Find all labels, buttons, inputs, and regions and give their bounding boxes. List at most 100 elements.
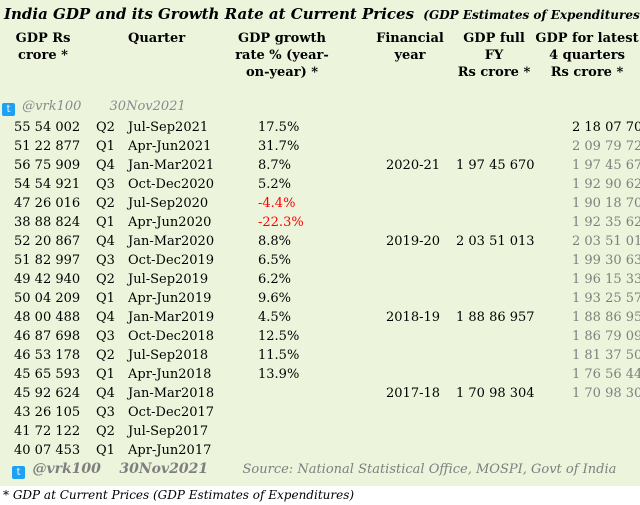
cell-latest-4q: 2 03 51 013	[572, 234, 640, 249]
footer-date: 30Nov2021	[119, 461, 209, 477]
cell-gdp: 56 75 909	[14, 158, 81, 173]
cell-growth: 8.8%	[258, 234, 292, 249]
cell-gdp: 43 26 105	[14, 405, 81, 420]
cell-period: Apr-Jun2021	[128, 139, 212, 154]
header-gdp-full-line2: FY	[484, 48, 504, 63]
cell-financial-year: 2020-21	[386, 158, 441, 173]
table-row: 49 42 940 Q2 Jul-Sep2019 6.2% 1 96 15 335	[0, 270, 640, 289]
header-financial-year: Financial year	[372, 30, 448, 64]
footer-source: Source: National Statistical Office, MOS…	[242, 462, 617, 477]
cell-financial-year: 2019-20	[386, 234, 441, 249]
cell-gdp: 38 88 824	[14, 215, 81, 230]
cell-latest-4q: 1 92 35 628	[572, 215, 640, 230]
cell-gdp: 51 22 877	[14, 139, 81, 154]
header-gdp: GDP Rs crore *	[10, 30, 76, 64]
cell-period: Jul-Sep2018	[128, 348, 209, 363]
cell-quarter-code: Q2	[96, 348, 115, 363]
header-fy-line1: Financial	[376, 31, 444, 46]
table-row: 56 75 909 Q4 Jan-Mar2021 8.7% 2020-21 1 97 45…	[0, 156, 640, 175]
cell-growth: 8.7%	[258, 158, 292, 173]
cell-gdp: 40 07 453	[14, 443, 81, 458]
twitter-icon: t	[2, 103, 15, 116]
table-row: 46 53 178 Q2 Jul-Sep2018 11.5% 1 81 37 500	[0, 346, 640, 365]
cell-latest-4q: 2 18 07 709	[572, 120, 640, 135]
cell-gdp: 52 20 867	[14, 234, 81, 249]
cell-gdp: 47 26 016	[14, 196, 81, 211]
cell-growth: 12.5%	[258, 329, 300, 344]
cell-growth: 5.2%	[258, 177, 292, 192]
table-row: 40 07 453 Q1 Apr-Jun2017	[0, 441, 640, 460]
cell-growth: 6.2%	[258, 272, 292, 287]
cell-quarter-code: Q1	[96, 291, 115, 306]
cell-quarter-code: Q3	[96, 329, 115, 344]
cell-latest-4q: 1 92 90 628	[572, 177, 640, 192]
cell-growth: -22.3%	[258, 215, 304, 230]
cell-period: Apr-Jun2020	[128, 215, 212, 230]
cell-quarter-code: Q4	[96, 234, 115, 249]
table-row: 45 65 593 Q1 Apr-Jun2018 13.9% 1 76 56 444	[0, 365, 640, 384]
cell-period: Oct-Dec2020	[128, 177, 215, 192]
cell-period: Oct-Dec2019	[128, 253, 215, 268]
cell-quarter-code: Q4	[96, 158, 115, 173]
header-gdp-full-line3: Rs crore *	[457, 65, 531, 80]
header-growth-line2: rate % (year-	[235, 48, 329, 63]
cell-period: Apr-Jun2018	[128, 367, 212, 382]
cell-gdp: 55 54 002	[14, 120, 81, 135]
cell-gdp: 46 87 698	[14, 329, 81, 344]
cell-growth: 13.9%	[258, 367, 300, 382]
cell-gdp: 46 53 178	[14, 348, 81, 363]
header-gdp-latest-line3: Rs crore *	[550, 65, 624, 80]
cell-period: Jul-Sep2017	[128, 424, 209, 439]
table-row: 55 54 002 Q2 Jul-Sep2021 17.5% 2 18 07 709	[0, 118, 640, 137]
cell-period: Jul-Sep2020	[128, 196, 209, 211]
twitter-icon: t	[12, 466, 25, 479]
cell-growth: 31.7%	[258, 139, 300, 154]
cell-latest-4q: 1 81 37 500	[572, 348, 640, 363]
cell-latest-4q: 1 90 18 704	[572, 196, 640, 211]
cell-financial-year: 2017-18	[386, 386, 441, 401]
cell-gdp: 48 00 488	[14, 310, 81, 325]
cell-growth: 4.5%	[258, 310, 292, 325]
header-gdp-full: GDP full FY Rs crore *	[454, 30, 534, 81]
footer-user: @vrk100	[32, 461, 101, 477]
table-row: 43 26 105 Q3 Oct-Dec2017	[0, 403, 640, 422]
table-row: 47 26 016 Q2 Jul-Sep2020 -4.4% 1 90 18 704	[0, 194, 640, 213]
cell-latest-4q: 1 88 86 957	[572, 310, 640, 325]
cell-quarter-code: Q1	[96, 367, 115, 382]
cell-quarter-code: Q4	[96, 386, 115, 401]
cell-quarter-code: Q1	[96, 215, 115, 230]
cell-period: Oct-Dec2018	[128, 329, 215, 344]
title-main: India GDP and its Growth Rate at Current…	[4, 5, 415, 23]
cell-growth: 17.5%	[258, 120, 300, 135]
table-row: 46 87 698 Q3 Oct-Dec2018 12.5% 1 86 79 093	[0, 327, 640, 346]
cell-period: Apr-Jun2017	[128, 443, 212, 458]
table-panel: India GDP and its Growth Rate at Current…	[0, 0, 640, 486]
cell-latest-4q: 1 86 79 093	[572, 329, 640, 344]
table-row: 51 22 877 Q1 Apr-Jun2021 31.7% 2 09 79 723	[0, 137, 640, 156]
cell-quarter-code: Q1	[96, 443, 115, 458]
page-title: India GDP and its Growth Rate at Current…	[4, 5, 640, 23]
handle-line: t @vrk100 30Nov2021	[2, 99, 186, 116]
cell-latest-4q: 1 93 25 573	[572, 291, 640, 306]
cell-gdp: 41 72 122	[14, 424, 81, 439]
cell-quarter-code: Q2	[96, 120, 115, 135]
header-gdp-full-line1: GDP full	[463, 31, 525, 46]
table-row: 52 20 867 Q4 Jan-Mar2020 8.8% 2019-20 2 03 51…	[0, 232, 640, 251]
cell-fy-gdp: 2 03 51 013	[456, 234, 535, 249]
cell-quarter-code: Q3	[96, 405, 115, 420]
table-row: 45 92 624 Q4 Jan-Mar2018 2017-18 1 70 98 304…	[0, 384, 640, 403]
header-fy-line2: year	[394, 48, 426, 63]
cell-quarter-code: Q2	[96, 272, 115, 287]
cell-quarter-code: Q3	[96, 177, 115, 192]
cell-latest-4q: 2 09 79 723	[572, 139, 640, 154]
cell-growth: 6.5%	[258, 253, 292, 268]
title-sub: (GDP Estimates of Expenditures ):	[423, 8, 640, 22]
footer: t @vrk100 30Nov2021 Source: National Sta…	[12, 461, 616, 479]
cell-quarter-code: Q2	[96, 196, 115, 211]
cell-quarter-code: Q4	[96, 310, 115, 325]
cell-period: Jul-Sep2019	[128, 272, 209, 287]
header-quarter: Quarter	[128, 31, 186, 46]
cell-period: Jan-Mar2018	[128, 386, 215, 401]
cell-period: Jul-Sep2021	[128, 120, 209, 135]
header-growth: GDP growth rate % (year- on-year) *	[228, 30, 336, 81]
